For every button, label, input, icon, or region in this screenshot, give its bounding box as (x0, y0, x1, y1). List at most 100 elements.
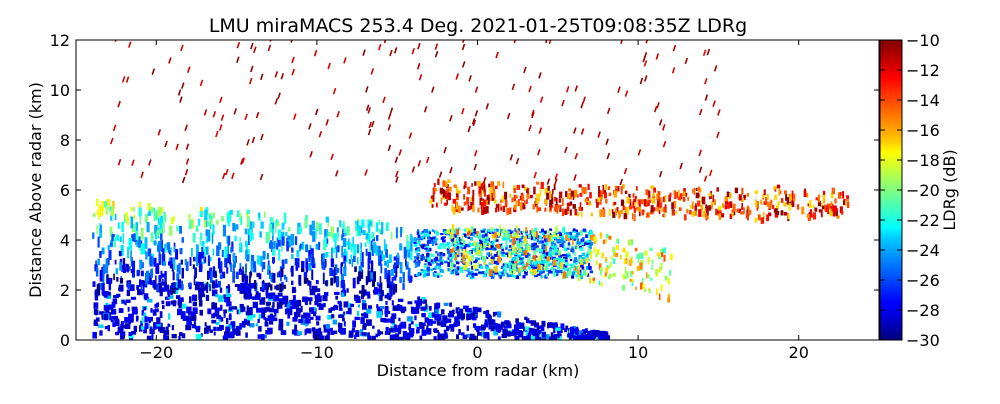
radar-pixel (483, 256, 487, 260)
radar-pixel (148, 207, 151, 216)
radar-pixel (407, 271, 411, 281)
radar-pixel (168, 313, 171, 320)
radar-pixel (353, 255, 356, 263)
radar-pixel (343, 311, 346, 316)
radar-pixel (364, 169, 368, 176)
radar-pixel (622, 184, 625, 189)
radar-pixel (244, 292, 251, 300)
radar-pixel (615, 244, 619, 251)
radar-pixel (603, 275, 606, 279)
radar-pixel (420, 235, 425, 239)
radar-pixel (613, 190, 618, 198)
radar-pixel (590, 251, 593, 259)
radar-pixel (477, 261, 480, 268)
radar-pixel (528, 327, 533, 334)
radar-pixel (466, 268, 470, 272)
radar-pixel (533, 261, 537, 265)
radar-pixel (578, 259, 581, 263)
radar-pixel (336, 268, 340, 273)
radar-pixel (436, 262, 439, 267)
radar-pixel (311, 220, 315, 231)
radar-pixel (664, 275, 668, 281)
radar-pixel (424, 317, 430, 323)
radar-pixel (448, 186, 452, 192)
radar-pixel (454, 234, 457, 238)
radar-pixel (180, 259, 183, 265)
radar-pixel (508, 331, 515, 337)
radar-pixel (473, 163, 478, 171)
radar-pixel (467, 255, 471, 262)
radar-pixel (604, 239, 607, 244)
radar-pixel (393, 256, 397, 261)
radar-pixel (284, 302, 287, 308)
radar-pixel (209, 216, 213, 227)
radar-pixel (112, 298, 118, 305)
radar-pixel (167, 295, 174, 299)
radar-pixel (565, 191, 568, 197)
radar-pixel (246, 275, 249, 286)
radar-pixel (212, 291, 216, 296)
radar-pixel (447, 256, 450, 261)
radar-pixel (164, 140, 168, 148)
chart-title: LMU miraMACS 253.4 Deg. 2021-01-25T09:08… (209, 15, 747, 37)
radar-pixel (467, 271, 472, 276)
radar-pixel (391, 300, 394, 306)
radar-pixel (258, 326, 262, 332)
radar-pixel (364, 291, 371, 296)
radar-pixel (400, 321, 407, 329)
radar-pixel (132, 260, 136, 272)
radar-pixel (663, 254, 666, 262)
radar-pixel (622, 273, 625, 280)
radar-pixel (593, 247, 596, 254)
radar-pixel (564, 262, 569, 266)
radar-pixel (209, 329, 213, 333)
radar-pixel (585, 257, 589, 264)
radar-pixel (264, 307, 271, 312)
radar-pixel (343, 248, 347, 256)
radar-pixel (708, 169, 713, 177)
radar-pixel (227, 215, 230, 227)
radar-pixel (420, 269, 424, 272)
radar-pixel (245, 242, 249, 253)
radar-pixel (267, 282, 271, 288)
radar-pixel (371, 244, 374, 257)
radar-pixel (421, 313, 426, 318)
radar-pixel (442, 239, 446, 243)
radar-pixel (133, 214, 136, 220)
radar-pixel (573, 236, 577, 240)
radar-pixel (474, 258, 478, 263)
radar-pixel (308, 123, 312, 130)
radar-pixel (157, 217, 160, 225)
radar-pixel (513, 249, 517, 253)
radar-pixel (305, 244, 309, 253)
radar-pixel (573, 189, 578, 197)
radar-pixel (211, 302, 218, 310)
radar-pixel (361, 219, 365, 228)
radar-pixel (142, 262, 144, 269)
radar-pixel (626, 207, 629, 215)
radar-pixel (143, 326, 147, 334)
radar-pixel (597, 197, 601, 203)
radar-pixel (99, 206, 104, 217)
radar-pixel (451, 224, 455, 231)
radar-pixel (526, 258, 530, 264)
radar-pixel (259, 173, 264, 181)
radar-pixel (588, 231, 591, 235)
radar-pixel (440, 309, 445, 315)
radar-pixel (588, 239, 592, 243)
radar-pixel (315, 243, 319, 250)
radar-pixel (355, 330, 360, 338)
radar-pixel (105, 309, 110, 315)
radar-pixel (395, 266, 398, 278)
radar-pixel (717, 109, 721, 116)
radar-pixel (484, 265, 489, 269)
radar-pixel (645, 189, 649, 196)
radar-pixel (97, 258, 100, 266)
radar-pixel (293, 113, 297, 120)
radar-pixel (641, 210, 645, 216)
radar-pixel (227, 244, 229, 254)
radar-pixel (127, 282, 131, 289)
radar-pixel (194, 325, 201, 330)
radar-pixel (513, 204, 517, 210)
radar-pixel (480, 326, 485, 331)
